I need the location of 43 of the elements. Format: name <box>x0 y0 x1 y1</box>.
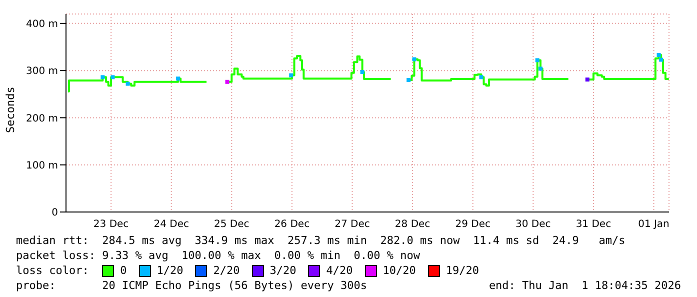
point <box>225 80 230 84</box>
x-tick-label: 31 Dec <box>576 219 612 230</box>
x-tick-label: 29 Dec <box>455 219 490 230</box>
point <box>538 66 542 71</box>
point <box>535 58 540 62</box>
point <box>289 73 294 78</box>
legend-label: 1/20 <box>156 263 184 278</box>
point <box>406 78 411 82</box>
legend-label: 0 <box>120 263 127 278</box>
text: median rtt: 284.5 ms avg 334.9 ms max 257.3 ms min 282.0 ms now 11.4 ms sd 24.9 am/s <box>16 233 626 248</box>
y-tick-label: 400 m <box>26 18 58 30</box>
x-tick-label: 27 Dec <box>334 219 370 230</box>
y-tick-label: 100 m <box>26 160 58 172</box>
legend-label: 3/20 <box>270 263 296 278</box>
legend-label: 2/20 <box>213 263 240 278</box>
point <box>176 76 180 81</box>
y-tick-label: 0 <box>52 208 58 219</box>
point <box>110 75 115 80</box>
point <box>360 70 364 74</box>
point <box>659 58 664 62</box>
x-tick-label: 23 Dec <box>93 219 129 230</box>
point <box>412 57 416 62</box>
point <box>585 78 590 82</box>
x-tick-label: 01 Jan <box>638 219 670 230</box>
text: probe: 20 ICMP Echo Pings (56 Bytes) every 300s <box>16 278 367 293</box>
point <box>100 75 105 80</box>
x-tick-label: 24 Dec <box>154 219 189 230</box>
legend-title: loss color: <box>16 263 90 278</box>
x-tick-label: 26 Dec <box>274 219 310 230</box>
y-tick-label: 300 m <box>26 66 58 78</box>
y-tick-label: 200 m <box>26 113 58 124</box>
point <box>479 75 484 80</box>
y-axis-title: Seconds <box>4 86 17 133</box>
x-tick-label: 30 Dec <box>516 219 551 230</box>
text: packet loss: 9.33 % avg 100.00 % max 0.00 % min 0.00 % now <box>16 248 421 263</box>
legend-label: 10/20 <box>382 263 416 278</box>
point <box>126 82 130 86</box>
legend-label: 4/20 <box>326 263 353 278</box>
x-tick-label: 28 Dec <box>394 219 430 230</box>
x-tick-label: 25 Dec <box>214 219 250 230</box>
text: end: Thu Jan 1 18:04:35 2026 <box>488 278 681 293</box>
legend-label: 19/20 <box>446 263 479 278</box>
point <box>656 53 661 58</box>
